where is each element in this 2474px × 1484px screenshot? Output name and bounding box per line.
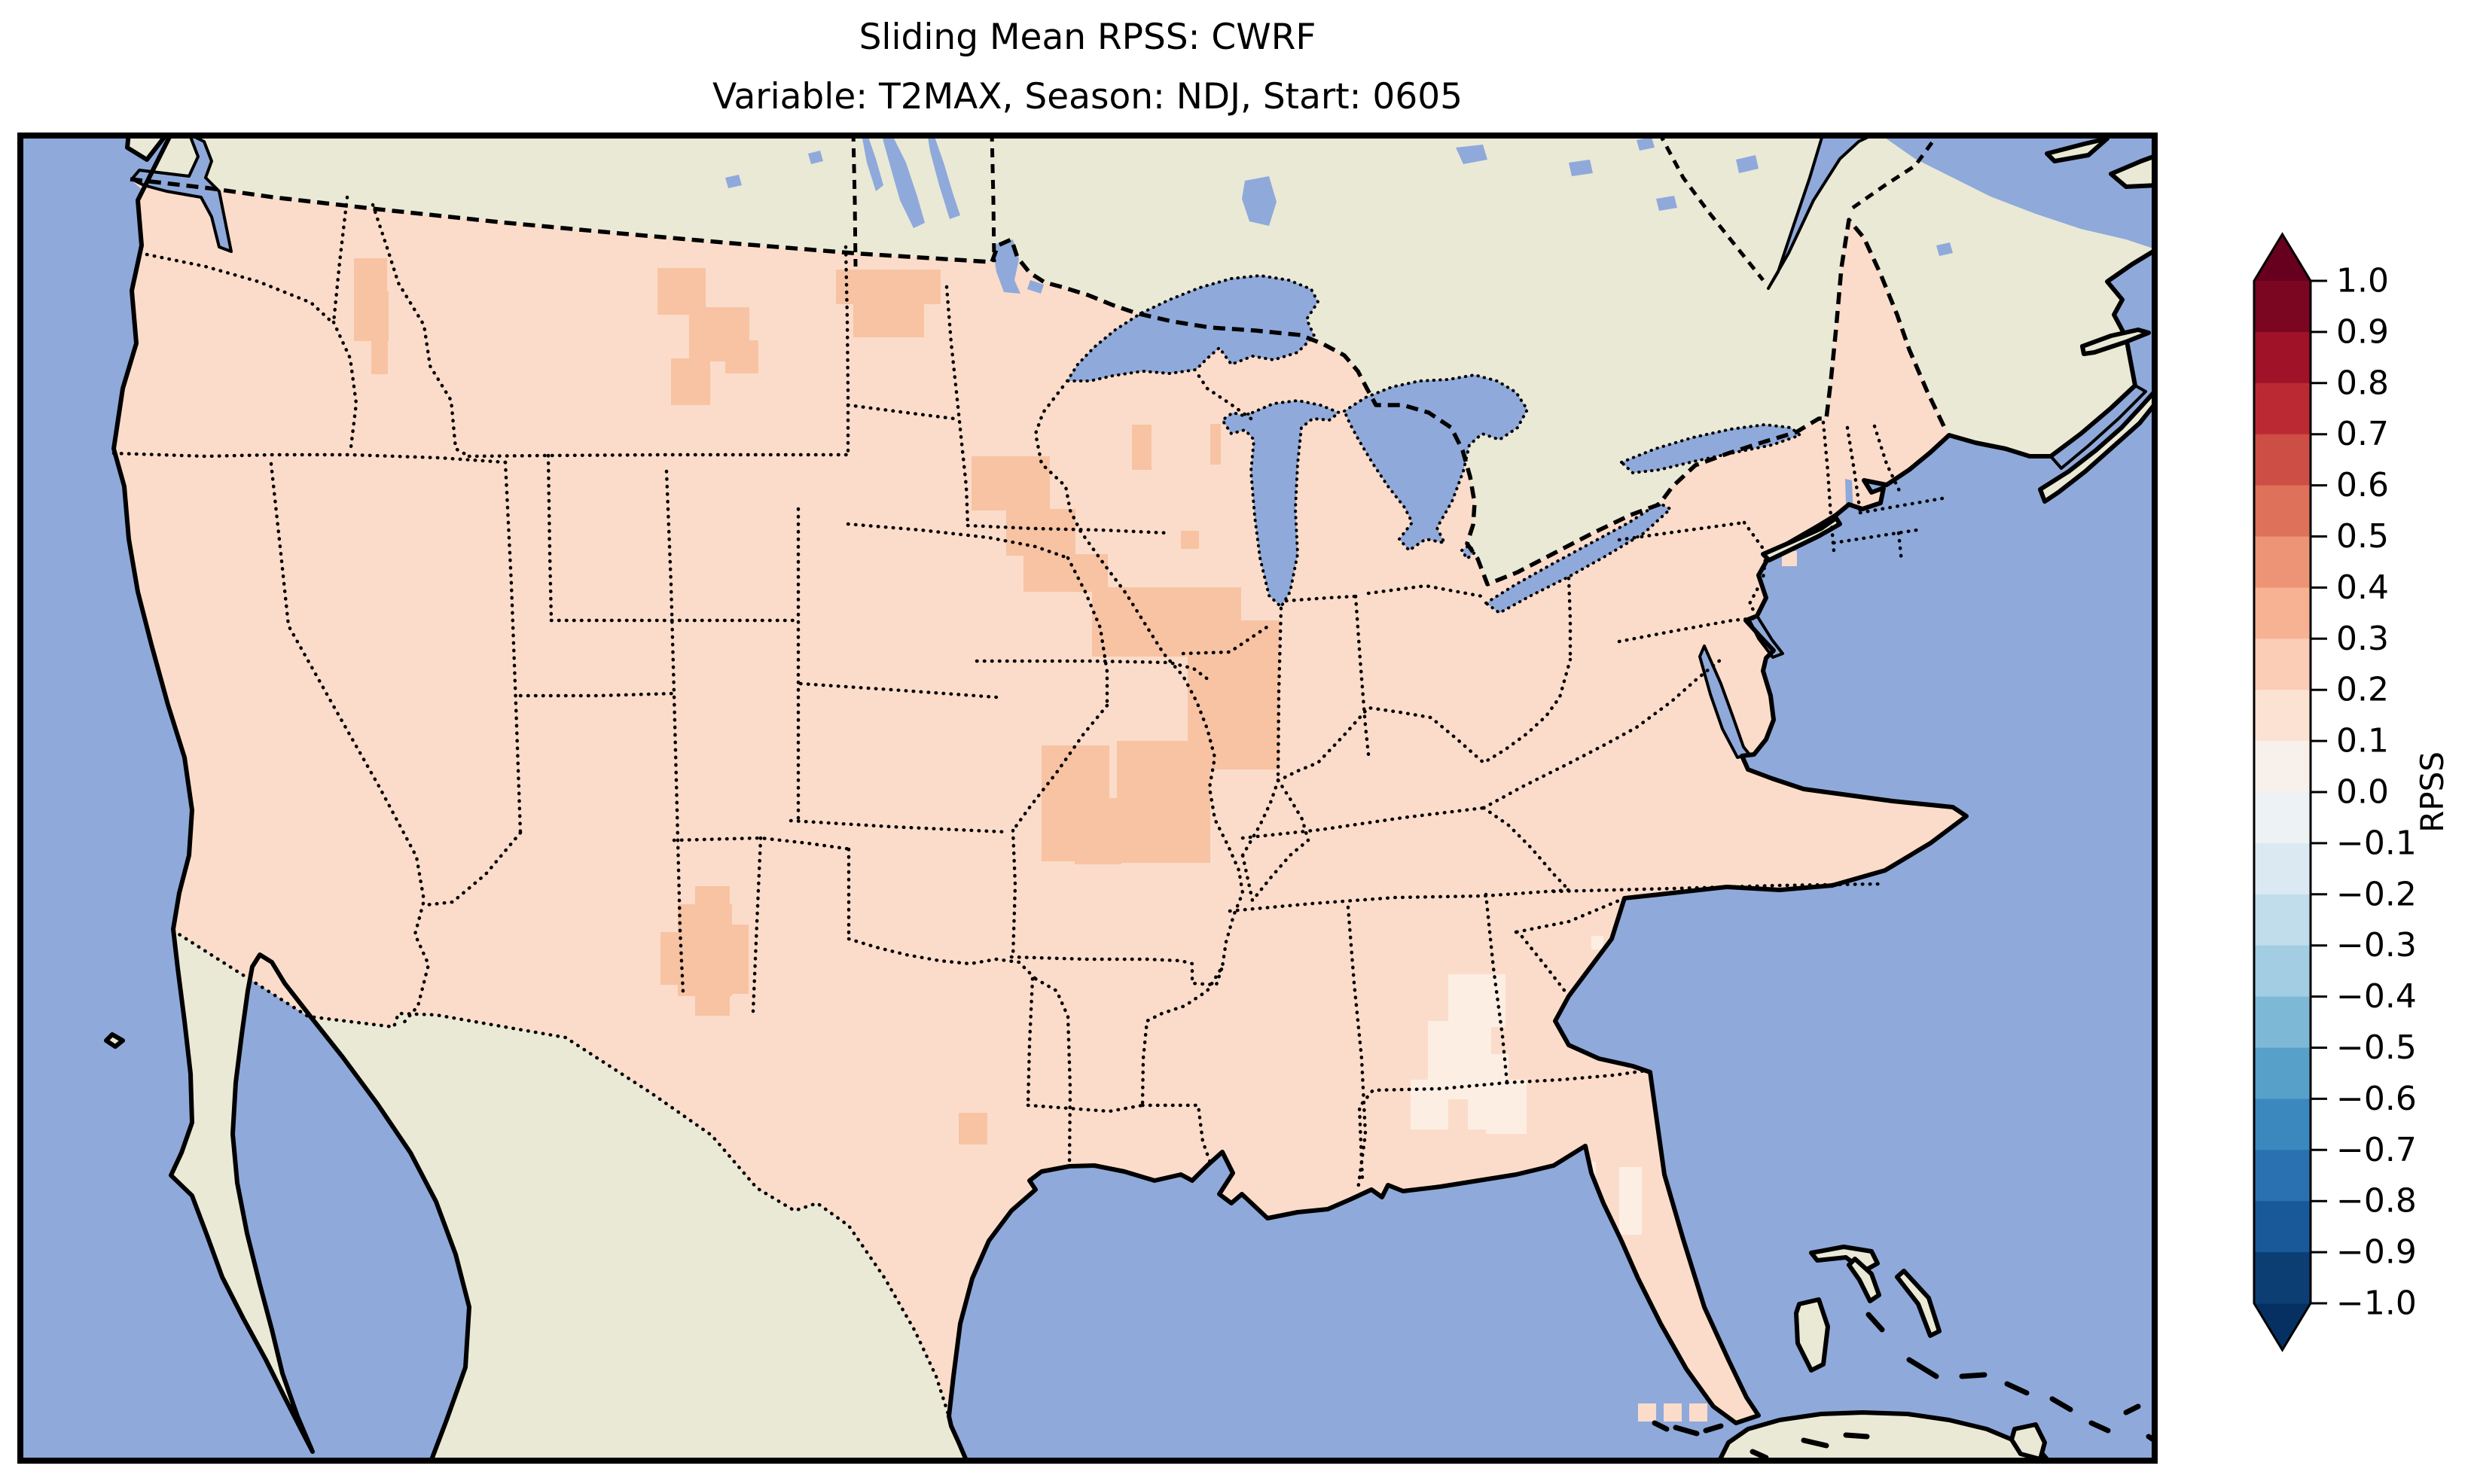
rpss-cell-0.2-0.3 — [1181, 531, 1199, 549]
colorbar-bin — [2254, 587, 2311, 639]
colorbar-tick-label: −0.2 — [2336, 875, 2417, 913]
map-axes — [17, 133, 2158, 1464]
colorbar-bin — [2254, 486, 2311, 538]
rpss-cell-offshore — [1689, 1403, 1707, 1422]
colorbar-tick-label: 0.3 — [2336, 620, 2389, 658]
colorbar-tick-label: 0.4 — [2336, 568, 2389, 607]
colorbar-bin — [2254, 537, 2311, 589]
colorbar-bin — [2254, 638, 2311, 690]
colorbar-axis-label: RPSS — [2414, 751, 2451, 833]
colorbar-tick-label: 0.0 — [2336, 773, 2389, 812]
colorbar-tick-label: 0.6 — [2336, 466, 2389, 504]
rpss-cell-0.2-0.3 — [354, 258, 387, 291]
rpss-cell-0.2-0.3 — [1023, 554, 1108, 592]
colorbar-tick-label: 0.2 — [2336, 671, 2389, 709]
colorbar: 1.0 0.9 0.8 0.7 0.6 0.5 0.4 0.3 0.2 0.1 0.0 −0.1 −0.… — [2229, 226, 2474, 1400]
us-map — [17, 133, 2158, 1464]
colorbar-bin — [2254, 383, 2311, 435]
rpss-cell-0.2-0.3 — [695, 996, 730, 1016]
colorbar-bin — [2254, 946, 2311, 998]
colorbar-bin — [2254, 1150, 2311, 1202]
title-line-1: Sliding Mean RPSS: CWRF — [17, 8, 2158, 67]
colorbar-bin — [2254, 792, 2311, 844]
colorbar-bin — [2254, 434, 2311, 486]
rpss-cell-0.2-0.3 — [671, 358, 710, 405]
rpss-cell-0.2-0.3 — [660, 932, 697, 985]
colorbar-tick-label: 1.0 — [2336, 262, 2389, 300]
colorbar-tick-label: −0.7 — [2336, 1131, 2417, 1169]
colorbar-tick-label: −0.6 — [2336, 1080, 2417, 1118]
rpss-cell-0.2-0.3 — [836, 270, 941, 304]
rpss-cell-0.2-0.3 — [1117, 741, 1210, 863]
rpss-cell-0.0-0.1 — [1591, 936, 1603, 949]
colorbar-tick-label: 0.8 — [2336, 364, 2389, 402]
colorbar-bin — [2254, 894, 2311, 946]
colorbar-bin — [2254, 332, 2311, 384]
rpss-cell-offshore — [1638, 1403, 1656, 1422]
rpss-cell-0.2-0.3 — [1132, 425, 1152, 470]
colorbar-tick-label: −0.3 — [2336, 926, 2417, 964]
colorbar-bin — [2254, 1252, 2311, 1304]
rpss-cell-0.0-0.1 — [1619, 1167, 1642, 1235]
colorbar-tick-label: 0.5 — [2336, 517, 2389, 556]
colorbar-bin — [2254, 1048, 2311, 1100]
rpss-cell-0.2-0.3 — [712, 925, 749, 994]
rpss-cell-0.0-0.1 — [1411, 1080, 1448, 1129]
rpss-cell-offshore — [1252, 1175, 1269, 1192]
rpss-cell-0.2-0.3 — [853, 304, 924, 337]
rpss-cell-0.2-0.3 — [354, 291, 389, 341]
colorbar-tick-label: −0.9 — [2336, 1233, 2417, 1272]
colorbar-tick-label: 0.1 — [2336, 722, 2389, 760]
rpss-cell-0.2-0.3 — [972, 456, 1050, 510]
colorbar-bin — [2254, 843, 2311, 895]
rpss-cell-0.2-0.3 — [371, 341, 388, 374]
colorbar-tick-label: −0.4 — [2336, 977, 2417, 1016]
title-line-2: Variable: T2MAX, Season: NDJ, Start: 060… — [17, 67, 2158, 126]
colorbar-svg: 1.0 0.9 0.8 0.7 0.6 0.5 0.4 0.3 0.2 0.1 0.0 −0.1 −0.… — [2229, 226, 2474, 1400]
colorbar-tick-label: −1.0 — [2336, 1284, 2417, 1323]
colorbar-tick-label: 0.7 — [2336, 415, 2389, 453]
colorbar-bin — [2254, 281, 2311, 333]
colorbar-tick-label: 0.9 — [2336, 312, 2389, 351]
colorbar-under-arrow — [2254, 1303, 2311, 1350]
figure-title: Sliding Mean RPSS: CWRF Variable: T2MAX,… — [17, 8, 2158, 126]
colorbar-tick-label: −0.8 — [2336, 1182, 2417, 1220]
colorbar-bin — [2254, 997, 2311, 1049]
rpss-cell-0.2-0.3 — [725, 340, 758, 373]
colorbar-bin — [2254, 741, 2311, 793]
rpss-cell-0.0-0.1 — [1486, 1080, 1527, 1134]
rpss-cell-0.2-0.3 — [1075, 798, 1121, 864]
colorbar-tick-label: −0.5 — [2336, 1028, 2417, 1067]
colorbar-tick-label: −0.1 — [2336, 824, 2417, 862]
rpss-cell-offshore — [1664, 1403, 1682, 1422]
colorbar-over-arrow — [2254, 234, 2311, 281]
rpss-cell-offshore — [1230, 1150, 1246, 1167]
colorbar-bin — [2254, 1201, 2311, 1253]
rpss-cell-0.2-0.3 — [959, 1113, 987, 1144]
colorbar-bin — [2254, 690, 2311, 742]
rpss-cell-0.2-0.3 — [1210, 424, 1221, 465]
colorbar-bin — [2254, 1099, 2311, 1150]
rpss-cell-0.2-0.3 — [695, 886, 730, 921]
figure-root: Sliding Mean RPSS: CWRF Variable: T2MAX,… — [0, 0, 2474, 1484]
